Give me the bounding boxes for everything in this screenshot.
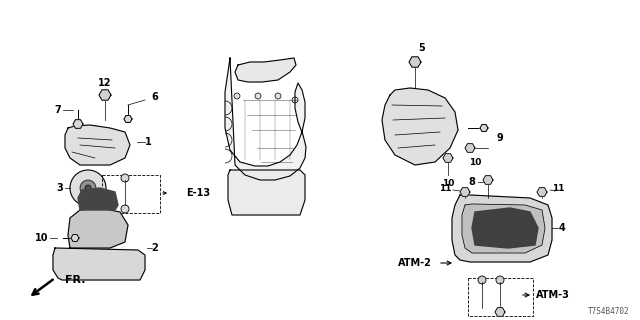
Text: E-13: E-13 xyxy=(186,188,210,198)
Text: ATM-2: ATM-2 xyxy=(398,258,432,268)
Circle shape xyxy=(292,97,298,103)
Text: 8: 8 xyxy=(468,177,476,187)
Text: 11: 11 xyxy=(439,183,451,193)
Polygon shape xyxy=(483,176,493,184)
Circle shape xyxy=(85,185,91,191)
Polygon shape xyxy=(71,235,79,242)
Text: ATM-3: ATM-3 xyxy=(536,290,570,300)
Text: T7S4B4702: T7S4B4702 xyxy=(588,308,630,316)
Polygon shape xyxy=(225,58,306,180)
Polygon shape xyxy=(480,124,488,132)
Bar xyxy=(468,278,533,316)
Text: 5: 5 xyxy=(419,43,426,53)
Circle shape xyxy=(255,93,261,99)
Polygon shape xyxy=(443,154,453,162)
Polygon shape xyxy=(462,204,545,253)
Polygon shape xyxy=(460,188,470,196)
Polygon shape xyxy=(452,195,552,262)
Polygon shape xyxy=(537,188,547,196)
Circle shape xyxy=(234,93,240,99)
Circle shape xyxy=(121,174,129,182)
Text: 2: 2 xyxy=(152,243,158,253)
Text: 1: 1 xyxy=(145,137,152,147)
Polygon shape xyxy=(235,58,296,82)
Polygon shape xyxy=(73,120,83,128)
Polygon shape xyxy=(409,57,421,67)
Text: 3: 3 xyxy=(56,183,63,193)
Text: 6: 6 xyxy=(152,92,158,102)
Polygon shape xyxy=(99,90,111,100)
Polygon shape xyxy=(68,208,128,248)
Circle shape xyxy=(80,180,96,196)
Circle shape xyxy=(478,276,486,284)
Circle shape xyxy=(496,276,504,284)
Polygon shape xyxy=(78,188,118,210)
Polygon shape xyxy=(465,144,475,152)
Polygon shape xyxy=(382,88,458,165)
Polygon shape xyxy=(53,248,145,280)
Polygon shape xyxy=(228,170,305,215)
Text: 7: 7 xyxy=(54,105,61,115)
Text: FR.: FR. xyxy=(65,275,86,285)
Circle shape xyxy=(121,205,129,213)
Text: 4: 4 xyxy=(559,223,565,233)
Circle shape xyxy=(70,170,106,206)
Polygon shape xyxy=(495,308,505,316)
Text: 11: 11 xyxy=(552,183,564,193)
Text: 10: 10 xyxy=(469,157,481,166)
Text: 9: 9 xyxy=(497,133,504,143)
Circle shape xyxy=(275,93,281,99)
Circle shape xyxy=(493,216,517,240)
Polygon shape xyxy=(124,116,132,123)
Polygon shape xyxy=(472,208,538,248)
Text: 12: 12 xyxy=(99,78,112,88)
Text: 10: 10 xyxy=(35,233,49,243)
Bar xyxy=(102,175,160,213)
Text: 10: 10 xyxy=(442,179,454,188)
Polygon shape xyxy=(65,125,130,165)
